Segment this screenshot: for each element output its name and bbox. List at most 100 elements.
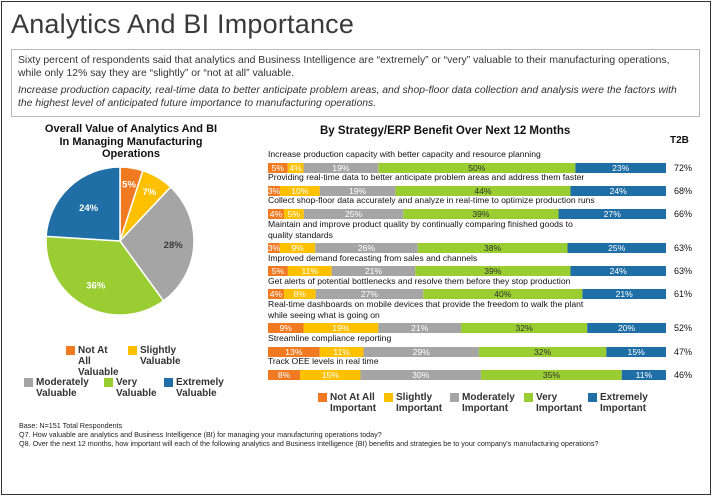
- bar-value-label-row-7-moderately: 21%: [411, 323, 429, 333]
- pie-slice-extremely: [45, 166, 121, 242]
- bar-category-label-7-line-2: while seeing what is going on: [267, 310, 380, 320]
- bar-value-label-row-7-extremely: 20%: [618, 323, 636, 333]
- stacked-bar-chart: Increase production capacity with better…: [267, 149, 692, 380]
- bar-segment-row-2-extremely: [570, 186, 666, 196]
- bar-value-label-row-7-not-at-all: 9%: [280, 323, 293, 333]
- bar-value-label-row-5-slightly: 11%: [302, 266, 319, 276]
- bar-segment-row-3-moderately: [303, 209, 404, 219]
- bar-value-label-row-6-not-at-all: 4%: [270, 289, 283, 299]
- pie-legend-item-moderately: Moderately Valuable: [24, 377, 89, 399]
- bar-value-label-row-9-slightly: 15%: [322, 370, 340, 380]
- bar-segment-row-6-slightly: [283, 289, 316, 299]
- intro-paragraph-1: Sixty percent of respondents said that a…: [18, 55, 670, 79]
- bar-value-label-row-2-not-at-all: 3%: [268, 186, 281, 196]
- t2b-value-row-5: 63%: [674, 266, 692, 276]
- bar-legend-swatch-slightly: [384, 393, 393, 402]
- pie-legend-item-extremely: Extremely Valuable: [164, 377, 224, 399]
- pie-label-extremely: 24%: [79, 203, 99, 214]
- bar-value-label-row-4-moderately: 26%: [358, 243, 376, 253]
- bar-segment-row-2-moderately: [319, 186, 396, 196]
- bar-value-label-row-5-extremely: 24%: [610, 266, 628, 276]
- bar-segment-row-9-slightly: [300, 370, 361, 380]
- bar-segment-row-2-very: [395, 186, 571, 196]
- bar-value-label-row-3-slightly: 5%: [288, 209, 301, 219]
- bar-legend-swatch-moderately: [450, 393, 459, 402]
- pie-label-not-at-all: 5%: [122, 179, 136, 190]
- bar-legend-item-very: Very Important: [524, 392, 582, 414]
- bar-segment-row-8-not-at-all: [268, 347, 320, 357]
- bar-value-label-row-4-not-at-all: 3%: [268, 243, 281, 253]
- intro-paragraph-2: Increase production capacity, real-time …: [18, 85, 677, 109]
- bar-value-label-row-4-extremely: 25%: [608, 243, 626, 253]
- bar-value-label-row-9-moderately: 30%: [412, 370, 430, 380]
- bar-segment-row-5-extremely: [570, 266, 666, 276]
- pie-slice-moderately: [119, 185, 195, 302]
- bar-segment-row-7-moderately: [378, 323, 462, 333]
- pie-slice-very: [45, 235, 165, 316]
- bar-category-label-4-line-1: Maintain and improve product quality by …: [268, 219, 573, 229]
- bar-segment-row-8-extremely: [606, 347, 666, 357]
- bar-segment-row-1-not-at-all: [268, 163, 288, 173]
- bar-value-label-row-9-very: 35%: [543, 370, 561, 380]
- bar-value-label-row-1-slightly: 4%: [289, 163, 302, 173]
- bar-value-label-row-2-very: 44%: [474, 186, 492, 196]
- t2b-value-row-8: 47%: [674, 347, 692, 357]
- bar-segment-row-1-extremely: [575, 163, 666, 173]
- bar-segment-row-6-very: [423, 289, 583, 299]
- bar-category-label-1: Increase production capacity with better…: [268, 149, 541, 159]
- pie-chart: 5% 7% 28% 36% 24%: [45, 166, 195, 316]
- bar-segment-row-4-not-at-all: [268, 243, 280, 253]
- bar-segment-row-3-very: [403, 209, 559, 219]
- t2b-value-row-4: 63%: [674, 243, 692, 253]
- t2b-value-row-2: 68%: [674, 186, 692, 196]
- bar-segment-row-1-moderately: [303, 163, 379, 173]
- pie-legend-label-moderately: Moderately Valuable: [36, 377, 89, 399]
- bar-value-label-row-9-extremely: 11%: [636, 370, 653, 380]
- bar-segment-row-1-very: [378, 163, 576, 173]
- bar-value-label-row-2-extremely: 24%: [610, 186, 628, 196]
- bar-segment-row-5-moderately: [331, 266, 416, 276]
- bar-legend-item-not-at-all: Not At All Important: [318, 392, 376, 414]
- bar-segment-row-4-very: [417, 243, 568, 253]
- bar-segment-row-9-very: [481, 370, 622, 380]
- bar-segment-row-7-not-at-all: [268, 323, 304, 333]
- pie-legend-item-not-at-all: Not At All Valuable: [66, 345, 119, 378]
- bar-legend-label-very: Very Important: [536, 392, 583, 414]
- pie-label-slightly: 7%: [143, 187, 157, 198]
- bar-value-label-row-8-slightly: 11%: [333, 347, 350, 357]
- bar-segment-row-5-slightly: [287, 266, 332, 276]
- bar-category-label-8: Streamline compliance reporting: [268, 333, 391, 343]
- pie-legend-item-slightly: Slightly Valuable: [128, 345, 181, 367]
- bar-value-label-row-6-moderately: 27%: [361, 289, 379, 299]
- bar-value-label-row-8-very: 32%: [534, 347, 552, 357]
- pie-legend-swatch-very: [104, 378, 113, 387]
- t2b-value-row-1: 72%: [674, 163, 692, 173]
- bar-value-label-row-5-not-at-all: 5%: [272, 266, 285, 276]
- t2b-value-row-7: 52%: [674, 323, 692, 333]
- pie-label-very: 36%: [86, 281, 106, 292]
- bar-segment-row-5-not-at-all: [268, 266, 288, 276]
- bar-value-label-row-1-very: 50%: [468, 163, 486, 173]
- pie-legend-label-extremely: Extremely Valuable: [176, 377, 224, 399]
- bar-segment-row-3-extremely: [558, 209, 666, 219]
- bar-value-label-row-7-slightly: 19%: [332, 323, 350, 333]
- bar-value-label-row-6-extremely: 21%: [616, 289, 634, 299]
- bar-legend-label-slightly: Slightly Important: [396, 392, 443, 414]
- t2b-value-row-9: 46%: [674, 370, 692, 380]
- bar-value-label-row-1-not-at-all: 5%: [272, 163, 285, 173]
- bar-value-label-row-8-moderately: 29%: [413, 347, 431, 357]
- footer-notes: Base: N=151 Total Respondents Q7. How va…: [19, 421, 598, 448]
- page-title: Analytics And BI Importance: [11, 9, 355, 39]
- bar-legend-label-extremely: Extremely Important: [600, 392, 648, 414]
- bar-legend-item-extremely: Extremely Important: [588, 392, 648, 414]
- bar-segment-row-6-moderately: [315, 289, 424, 299]
- t2b-header: T2B: [670, 135, 689, 146]
- bar-segment-row-7-slightly: [303, 323, 379, 333]
- footer-q8: Q8. Over the next 12 months, how importa…: [19, 439, 599, 448]
- bar-segment-row-4-extremely: [567, 243, 666, 253]
- t2b-value-row-6: 61%: [674, 289, 692, 299]
- bar-value-label-row-7-very: 32%: [516, 323, 534, 333]
- bar-segment-row-5-very: [415, 266, 571, 276]
- pie-legend-swatch-slightly: [128, 346, 137, 355]
